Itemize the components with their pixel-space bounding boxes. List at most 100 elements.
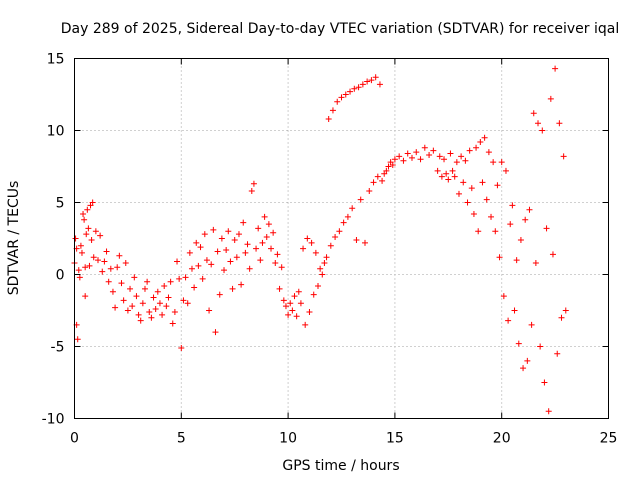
data-point	[154, 288, 161, 295]
data-point	[148, 314, 155, 321]
y-tick-label: 15	[47, 52, 65, 68]
data-point	[556, 120, 563, 127]
data-point	[473, 144, 480, 151]
data-point	[195, 262, 202, 269]
data-point	[246, 265, 253, 272]
data-point	[511, 307, 518, 314]
data-point	[396, 153, 403, 160]
data-point	[274, 251, 281, 258]
data-point	[297, 300, 304, 307]
data-point	[319, 271, 326, 278]
data-point	[481, 134, 488, 141]
x-tick-label: 5	[177, 431, 186, 447]
data-point	[99, 268, 106, 275]
data-point	[144, 278, 151, 285]
data-point	[208, 261, 215, 268]
data-point	[171, 308, 178, 315]
data-point	[325, 115, 332, 122]
data-point	[485, 149, 492, 156]
axis-ticks: 0 5 10 15 20 25 -10 -5 0 5 10 15	[42, 52, 618, 447]
data-point	[453, 159, 460, 166]
data-point	[528, 321, 535, 328]
data-point	[75, 267, 82, 274]
data-point	[400, 157, 407, 164]
data-point	[302, 321, 309, 328]
data-point	[494, 182, 501, 189]
grid	[74, 58, 609, 419]
data-point	[513, 257, 520, 264]
data-point	[265, 221, 272, 228]
data-point	[366, 187, 373, 194]
data-point	[560, 153, 567, 160]
data-point	[255, 225, 262, 232]
data-point	[505, 317, 512, 324]
data-point	[233, 254, 240, 261]
data-point	[300, 245, 307, 252]
data-point	[340, 219, 347, 226]
data-point	[517, 236, 524, 243]
data-point	[293, 313, 300, 320]
data-point	[83, 231, 90, 238]
data-point	[193, 239, 200, 246]
data-point	[120, 297, 127, 304]
data-point	[174, 258, 181, 265]
data-point	[80, 211, 87, 218]
data-point	[152, 306, 159, 313]
data-point	[109, 288, 116, 295]
data-point	[184, 300, 191, 307]
data-point	[445, 176, 452, 183]
y-tick-label: -10	[42, 412, 65, 428]
data-point	[327, 242, 334, 249]
data-point	[310, 291, 317, 298]
data-point	[417, 156, 424, 163]
data-point	[500, 293, 507, 300]
data-point	[434, 167, 441, 174]
data-point	[216, 291, 223, 298]
data-point	[383, 167, 390, 174]
data-point	[229, 285, 236, 292]
data-point	[477, 139, 484, 146]
x-tick-label: 20	[493, 431, 511, 447]
data-point	[329, 107, 336, 114]
data-point	[558, 314, 565, 321]
data-point	[502, 167, 509, 174]
data-series	[71, 65, 569, 415]
data-point	[124, 307, 131, 314]
data-point	[376, 81, 383, 88]
data-point	[526, 206, 533, 213]
data-point	[421, 144, 428, 151]
data-point	[272, 259, 279, 266]
data-point	[426, 151, 433, 158]
data-point	[212, 329, 219, 336]
data-point	[282, 303, 289, 310]
data-point	[438, 173, 445, 180]
data-point	[347, 88, 354, 95]
data-point	[336, 228, 343, 235]
x-tick-label: 15	[386, 431, 404, 447]
data-point	[537, 343, 544, 350]
data-point	[554, 350, 561, 357]
data-point	[122, 259, 129, 266]
data-point	[338, 94, 345, 101]
data-point	[210, 226, 217, 233]
data-point	[85, 225, 92, 232]
data-point	[361, 239, 368, 246]
data-point	[176, 275, 183, 282]
data-point	[161, 283, 168, 290]
data-point	[552, 65, 559, 72]
data-point	[257, 257, 264, 264]
data-point	[404, 150, 411, 157]
data-point	[441, 156, 448, 163]
data-point	[112, 304, 119, 311]
data-point	[139, 300, 146, 307]
data-point	[103, 248, 110, 255]
data-point	[97, 232, 104, 239]
data-point	[86, 262, 93, 269]
data-point	[268, 245, 275, 252]
data-point	[242, 249, 249, 256]
data-point	[323, 254, 330, 261]
data-point	[349, 205, 356, 212]
data-point	[214, 248, 221, 255]
data-point	[372, 74, 379, 81]
data-point	[167, 278, 174, 285]
